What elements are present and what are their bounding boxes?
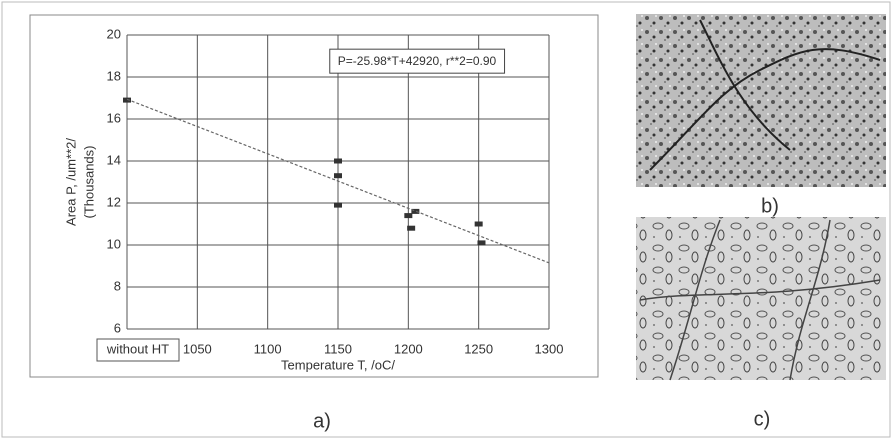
panel-label: a) [313,410,331,432]
annotation: P=-25.98*T+42920, r**2=0.90 [338,54,497,68]
x-tick-label: 1050 [183,341,212,356]
annotation-box [329,48,506,74]
panel-label: b) [761,195,779,217]
y-tick-label: 14 [107,152,121,167]
y-axis-label: Area P, /um**2/ [63,138,78,226]
data-point [334,202,342,208]
tick-label-box [96,338,180,362]
data-point [334,173,342,179]
y-axis-label: (Thousands) [81,146,96,219]
y-tick-label: 20 [107,26,121,41]
y-tick-label: 18 [107,68,121,83]
micrograph-c [636,217,886,380]
micrograph-c-features [639,219,881,381]
x-tick-label: 1150 [324,341,352,356]
y-tick-label: 12 [107,194,121,209]
x-tick-label: 1100 [254,341,282,356]
y-tick-label: 6 [114,320,121,335]
data-point [411,208,420,214]
data-point [474,221,483,227]
panel-label: c) [754,408,771,430]
y-tick-label: 10 [107,236,121,251]
data-point [334,158,342,164]
chart-frame [29,14,599,378]
data-point [407,225,416,231]
data-point [123,97,131,103]
micrograph-b-features [649,19,881,171]
x-axis-label: Temperature T, /oC/ [281,357,395,372]
x-tick-label: 1200 [394,341,423,356]
data-point [477,240,486,246]
micrograph-b [636,14,886,187]
data-point [404,213,413,219]
x-tick-label: 1250 [464,341,493,356]
y-tick-label: 16 [107,110,121,125]
y-tick-label: 8 [114,278,121,293]
x-tick-label: 1300 [535,341,564,356]
fit-line [126,98,550,264]
x-tick-label: without HT [106,341,169,356]
